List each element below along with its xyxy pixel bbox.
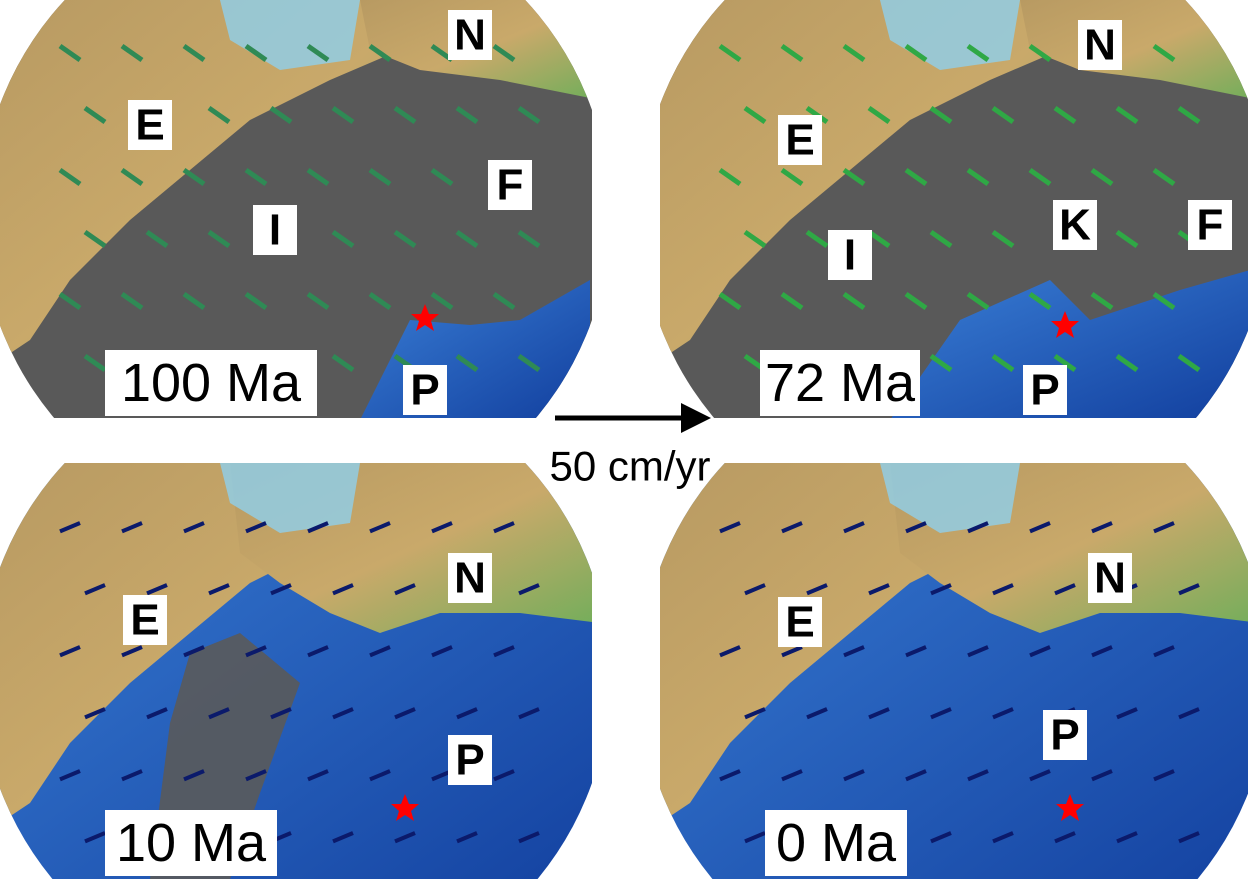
globe xyxy=(0,433,630,879)
age-label: 72 Ma xyxy=(765,353,916,413)
panel: E N I K F P 72 Ma xyxy=(630,0,1248,450)
plate-label: K xyxy=(1059,201,1091,250)
plate-label: P xyxy=(1050,711,1079,760)
plate-label: N xyxy=(1094,554,1126,603)
page: {"panels": [ {"age": "100 Ma", "plates":… xyxy=(0,0,1248,879)
plate-label: E xyxy=(135,101,164,150)
plate-label: E xyxy=(130,596,159,645)
panel-crop xyxy=(0,433,630,879)
scale-label: 50 cm/yr xyxy=(549,443,710,490)
plate-label: N xyxy=(1084,21,1116,70)
plate-label: N xyxy=(454,11,486,60)
plate-label: I xyxy=(844,231,856,280)
plate-label: P xyxy=(410,366,439,415)
plate-label: P xyxy=(1030,366,1059,415)
globe xyxy=(630,433,1248,879)
age-label: 100 Ma xyxy=(121,353,302,413)
plate-label: P xyxy=(455,736,484,785)
plate-label: N xyxy=(454,554,486,603)
panel: E N P 0 Ma xyxy=(630,433,1248,879)
plate-label: F xyxy=(1197,201,1224,250)
plate-label: E xyxy=(785,598,814,647)
figure: 50 cm/yr ENIFP100 MaENIKFP72 MaENP10 MaE… xyxy=(0,0,1248,879)
plate-label: F xyxy=(497,161,524,210)
age-label: 10 Ma xyxy=(116,813,267,873)
panel: E N I F P 100 Ma xyxy=(0,0,630,450)
age-label: 0 Ma xyxy=(776,813,897,873)
panel-crop xyxy=(630,0,1248,450)
plate-label: I xyxy=(269,206,281,255)
plate-label: E xyxy=(785,116,814,165)
panel: E N P 10 Ma xyxy=(0,433,630,879)
panel-crop xyxy=(630,433,1248,879)
globe xyxy=(630,0,1248,450)
